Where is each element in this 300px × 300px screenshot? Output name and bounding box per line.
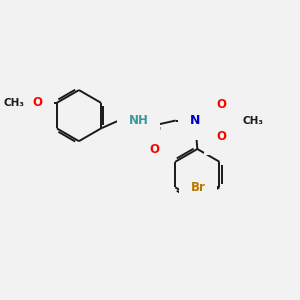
Text: N: N xyxy=(190,114,201,127)
Text: S: S xyxy=(216,114,225,127)
Text: O: O xyxy=(216,98,226,111)
Text: NH: NH xyxy=(128,114,148,127)
Text: O: O xyxy=(216,130,226,143)
Text: CH₃: CH₃ xyxy=(242,116,263,125)
Text: CH₃: CH₃ xyxy=(3,98,24,108)
Text: Br: Br xyxy=(190,181,205,194)
Text: O: O xyxy=(32,96,42,109)
Text: O: O xyxy=(149,143,159,157)
